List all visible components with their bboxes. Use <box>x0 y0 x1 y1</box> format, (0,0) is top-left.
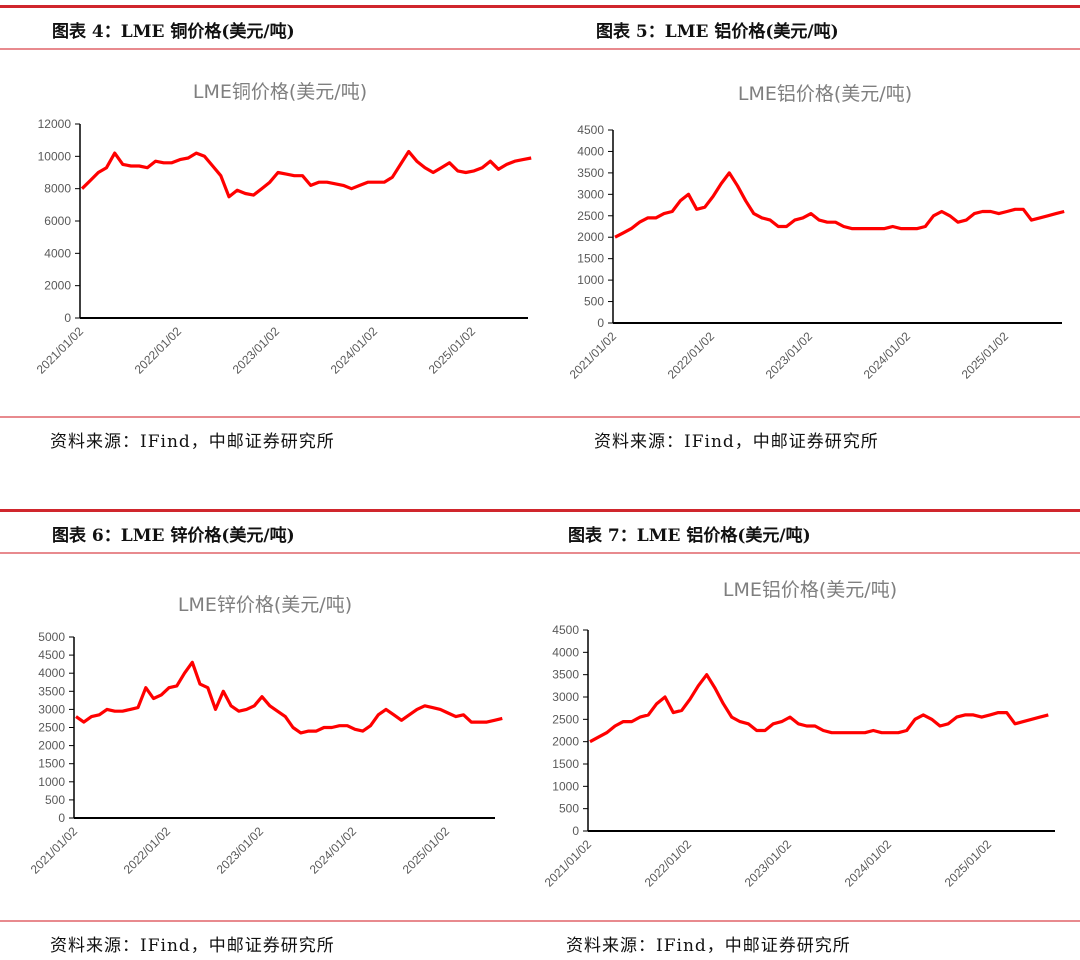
figure-heading: 图表 6：LME 锌价格(美元/吨) <box>52 526 295 546</box>
y-tick-label: 3500 <box>577 166 604 180</box>
heading-rule <box>540 552 1080 554</box>
heading-rule <box>540 48 1080 50</box>
y-tick-label: 10000 <box>38 149 72 163</box>
y-tick-label: 1500 <box>38 757 65 771</box>
y-tick-label: 6000 <box>44 214 71 228</box>
y-tick-label: 2500 <box>38 721 65 735</box>
x-tick-label: 2021/01/02 <box>542 837 595 890</box>
figure-heading: 图表 5：LME 铝价格(美元/吨) <box>596 22 839 42</box>
y-tick-label: 0 <box>597 316 604 330</box>
y-tick-label: 5000 <box>38 630 65 644</box>
y-tick-label: 2000 <box>577 230 604 244</box>
price-series-line <box>75 660 503 735</box>
figure-panel-5: 图表 5：LME 铝价格(美元/吨) LME铝价格(美元/吨) 0 500 1000 1… <box>540 0 1080 480</box>
price-series-line <box>614 171 1065 239</box>
source-note: 资料来源：IFind，中邮证券研究所 <box>594 432 879 452</box>
x-tick-label: 2022/01/02 <box>132 324 185 377</box>
x-tick-label: 2024/01/02 <box>307 824 360 877</box>
y-tick-label: 1500 <box>577 252 604 266</box>
x-tick-label: 2025/01/02 <box>400 824 453 877</box>
bottom-rule <box>540 920 1080 922</box>
x-tick-label: 2023/01/02 <box>742 837 795 890</box>
x-tick-label: 2023/01/02 <box>230 324 283 377</box>
chart-title: LME铝价格(美元/吨) <box>723 579 897 601</box>
y-tick-label: 12000 <box>38 117 72 131</box>
aluminium-price-chart-2: LME铝价格(美元/吨) 0 500 1000 1500 2000 2500 3000 3500… <box>542 579 1055 890</box>
x-tick-label: 2021/01/02 <box>567 329 620 382</box>
chart-title: LME铜价格(美元/吨) <box>193 81 367 103</box>
x-tick-label: 2022/01/02 <box>642 837 695 890</box>
y-tick-label: 2000 <box>44 279 71 293</box>
y-tick-label: 8000 <box>44 182 71 196</box>
x-tick-label: 2024/01/02 <box>328 324 381 377</box>
y-tick-label: 500 <box>45 793 65 807</box>
x-tick-label: 2025/01/02 <box>959 329 1012 382</box>
y-tick-label: 4500 <box>38 648 65 662</box>
y-tick-label: 1000 <box>577 273 604 287</box>
y-tick-label: 4500 <box>552 623 579 637</box>
bottom-rule <box>0 416 540 418</box>
figure-panel-4: 图表 4：LME 铜价格(美元/吨) LME铜价格(美元/吨) 0 2000 4000… <box>0 0 540 480</box>
x-tick-label: 2023/01/02 <box>763 329 816 382</box>
y-tick-label: 500 <box>584 295 604 309</box>
y-tick-label: 4000 <box>577 144 604 158</box>
x-tick-label: 2021/01/02 <box>34 324 87 377</box>
bottom-rule <box>540 416 1080 418</box>
y-tick-label: 4000 <box>38 666 65 680</box>
y-tick-label: 2500 <box>577 209 604 223</box>
y-tick-label: 3000 <box>38 702 65 716</box>
top-rule <box>540 5 1080 8</box>
figure-heading: 图表 4：LME 铜价格(美元/吨) <box>52 22 295 42</box>
y-tick-label: 500 <box>559 802 579 816</box>
x-tick-label: 2025/01/02 <box>426 324 479 377</box>
y-tick-label: 0 <box>572 824 579 838</box>
x-tick-label: 2021/01/02 <box>28 824 81 877</box>
y-tick-label: 3000 <box>577 187 604 201</box>
price-series-line <box>80 149 532 199</box>
y-tick-label: 3000 <box>552 690 579 704</box>
figure-panel-6: 图表 6：LME 锌价格(美元/吨) LME锌价格(美元/吨) 0 500 1000 1… <box>0 500 540 960</box>
aluminium-price-chart: LME铝价格(美元/吨) 0 500 1000 1500 2000 2500 3000 3500… <box>567 83 1065 382</box>
y-tick-label: 3500 <box>38 684 65 698</box>
y-tick-label: 1500 <box>552 757 579 771</box>
figure-heading: 图表 7：LME 铝价格(美元/吨) <box>568 526 811 546</box>
x-tick-label: 2024/01/02 <box>861 329 914 382</box>
y-tick-label: 0 <box>64 311 71 325</box>
y-tick-label: 2000 <box>552 735 579 749</box>
chart-title: LME锌价格(美元/吨) <box>178 594 352 616</box>
y-tick-label: 1000 <box>552 779 579 793</box>
x-tick-label: 2025/01/02 <box>942 837 995 890</box>
x-tick-label: 2023/01/02 <box>214 824 267 877</box>
chart-title: LME铝价格(美元/吨) <box>738 83 912 105</box>
y-tick-label: 0 <box>58 811 65 825</box>
zinc-price-chart: LME锌价格(美元/吨) 0 500 1000 1500 2000 2500 3000 3500… <box>28 594 503 877</box>
heading-rule <box>0 552 540 554</box>
y-tick-label: 4000 <box>552 645 579 659</box>
top-rule <box>0 5 540 8</box>
heading-rule <box>0 48 540 50</box>
y-tick-label: 4000 <box>44 246 71 260</box>
y-tick-label: 2000 <box>38 739 65 753</box>
y-tick-label: 3500 <box>552 668 579 682</box>
source-note: 资料来源：IFind，中邮证券研究所 <box>50 432 335 452</box>
y-tick-label: 2500 <box>552 712 579 726</box>
top-rule <box>0 509 540 512</box>
x-tick-label: 2022/01/02 <box>121 824 174 877</box>
x-tick-label: 2024/01/02 <box>842 837 895 890</box>
copper-price-chart: LME铜价格(美元/吨) 0 2000 4000 6000 8000 10000 12000 2… <box>34 81 532 377</box>
source-note: 资料来源：IFind，中邮证券研究所 <box>566 936 851 956</box>
bottom-rule <box>0 920 540 922</box>
x-tick-label: 2022/01/02 <box>665 329 718 382</box>
figure-panel-7: 图表 7：LME 铝价格(美元/吨) LME铝价格(美元/吨) 0 500 1000 1… <box>540 500 1080 960</box>
top-rule <box>540 509 1080 512</box>
price-series-line <box>589 673 1049 744</box>
source-note: 资料来源：IFind，中邮证券研究所 <box>50 936 335 956</box>
y-tick-label: 4500 <box>577 123 604 137</box>
y-tick-label: 1000 <box>38 775 65 789</box>
